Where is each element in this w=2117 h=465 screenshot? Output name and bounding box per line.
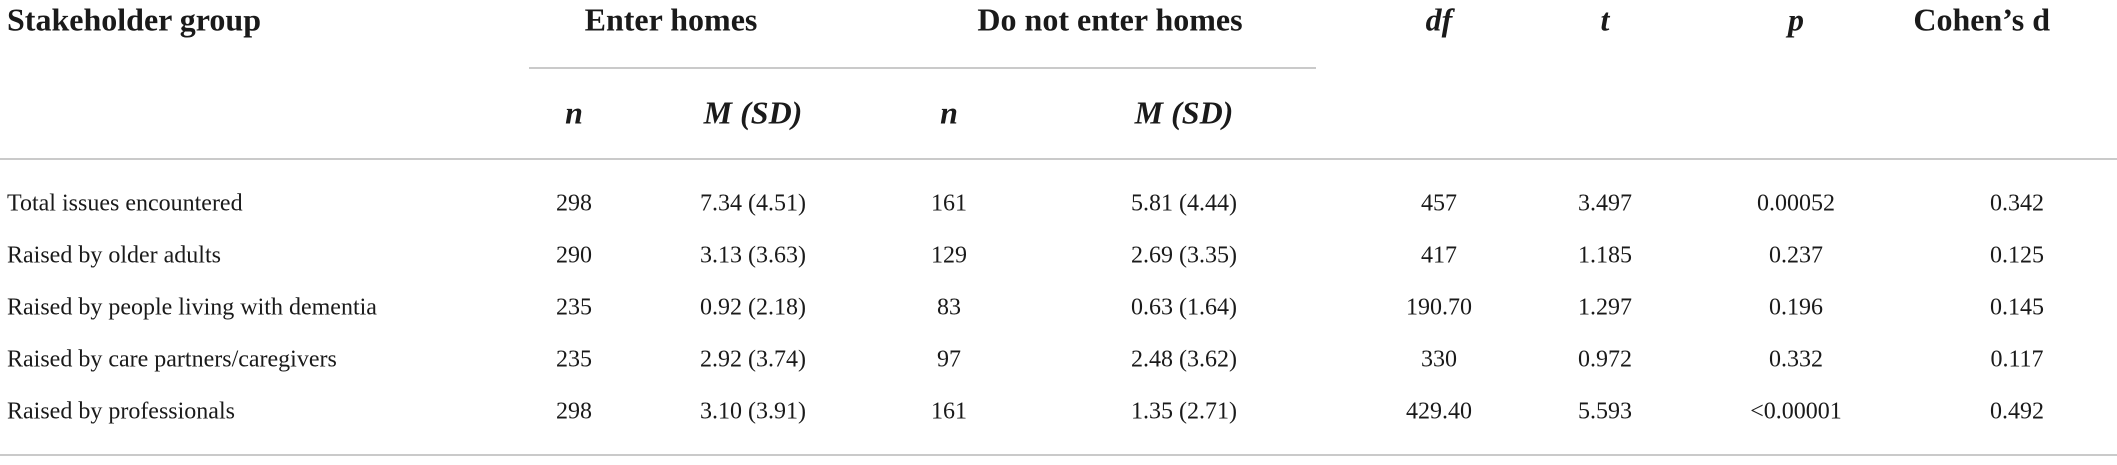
cell: 0.237: [1769, 243, 1823, 269]
cell: 5.593: [1578, 399, 1632, 425]
header-cell: Cohen’s d: [1913, 1, 2050, 37]
cell: 0.125: [1990, 243, 2044, 269]
row-label: Raised by professionals: [7, 399, 235, 425]
row-label: Raised by people living with dementia: [7, 295, 377, 321]
cell: 161: [931, 191, 967, 217]
cell: 2.69 (3.35): [1131, 243, 1237, 269]
cell: 97: [937, 347, 961, 373]
cell: 1.35 (2.71): [1131, 399, 1237, 425]
cell: 298: [556, 191, 592, 217]
cell: 190.70: [1406, 295, 1472, 321]
cell: 129: [931, 243, 967, 269]
cell: 330: [1421, 347, 1457, 373]
cell: 1.297: [1578, 295, 1632, 321]
cell: 0.492: [1990, 399, 2044, 425]
cell: 2.48 (3.62): [1131, 347, 1237, 373]
cell: 0.92 (2.18): [700, 295, 806, 321]
header-cell: Enter homes: [585, 1, 758, 37]
header-cell: t: [1601, 1, 1611, 37]
cell: 290: [556, 243, 592, 269]
cell: 0.117: [1990, 347, 2043, 373]
header-cell: p: [1785, 1, 1804, 37]
row-label: Raised by older adults: [7, 243, 221, 269]
cell: 0.63 (1.64): [1131, 295, 1237, 321]
row-label: Total issues encountered: [7, 191, 243, 217]
cell: 298: [556, 399, 592, 425]
row-label: Raised by care partners/caregivers: [7, 347, 337, 373]
cell: 0.972: [1578, 347, 1632, 373]
cell: 0.196: [1769, 295, 1823, 321]
cell: 0.342: [1990, 191, 2044, 217]
cell: 7.34 (4.51): [700, 191, 806, 217]
subheader-cell: M (SD): [1134, 94, 1234, 130]
subheader-cell: n: [565, 94, 583, 130]
cell: 3.497: [1578, 191, 1632, 217]
subheader-cell: n: [940, 94, 958, 130]
cell: 83: [937, 295, 961, 321]
cell: 0.332: [1769, 347, 1823, 373]
cell: 3.10 (3.91): [700, 399, 806, 425]
header-cell: Stakeholder group: [7, 1, 261, 37]
header-cell: Do not enter homes: [977, 1, 1242, 37]
cell: 161: [931, 399, 967, 425]
cell: 457: [1421, 191, 1457, 217]
cell: 235: [556, 295, 592, 321]
cell: 2.92 (3.74): [700, 347, 806, 373]
cell: <0.00001: [1750, 399, 1842, 425]
cell: 0.145: [1990, 295, 2044, 321]
cell: 3.13 (3.63): [700, 243, 806, 269]
cell: 429.40: [1406, 399, 1472, 425]
subheader-cell: M (SD): [703, 94, 803, 130]
cell: 0.00052: [1757, 191, 1835, 217]
cell: 5.81 (4.44): [1131, 191, 1237, 217]
cell: 235: [556, 347, 592, 373]
cell: 1.185: [1578, 243, 1632, 269]
cell: 417: [1421, 243, 1457, 269]
header-cell: df: [1426, 1, 1456, 37]
